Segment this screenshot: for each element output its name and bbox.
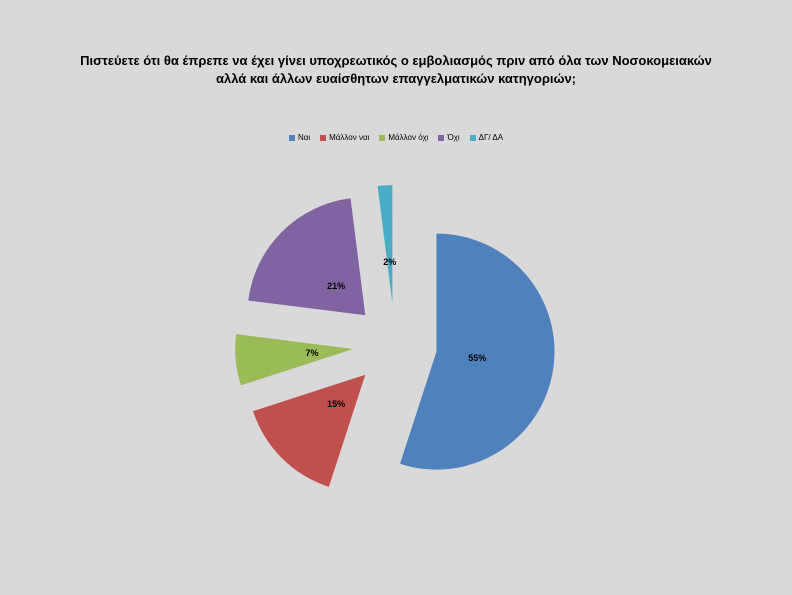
pie-slice xyxy=(253,374,366,487)
legend-label: Ναι xyxy=(297,133,311,142)
pie-slice xyxy=(248,198,366,316)
legend-item-dg-da: ΔΓ/ ΔΑ xyxy=(469,133,504,142)
chart-title-line-1: Πιστεύετε ότι θα έπρεπε να έχει γίνει υπ… xyxy=(80,53,712,68)
chart-legend: Ναι Μάλλον ναι Μάλλον όχι Όχι ΔΓ/ ΔΑ xyxy=(0,133,792,142)
legend-swatch xyxy=(288,134,295,141)
pie-slice-data-label: 7% xyxy=(306,348,319,358)
chart-title-line-2: αλλά και άλλων ευαίσθητων επαγγελματικών… xyxy=(215,71,577,86)
legend-swatch xyxy=(438,134,445,141)
legend-swatch xyxy=(320,134,327,141)
legend-label: ΔΓ/ ΔΑ xyxy=(478,133,504,142)
chart-title: Πιστεύετε ότι θα έπρεπε να έχει γίνει υπ… xyxy=(60,52,732,88)
legend-item-nai: Ναι xyxy=(288,133,311,142)
pie-slice xyxy=(377,185,393,304)
pie-slice xyxy=(235,334,354,386)
legend-item-mallon-nai: Μάλλον ναι xyxy=(320,133,369,142)
pie-slice xyxy=(400,233,555,470)
pie-slice-data-label: 15% xyxy=(327,399,345,409)
legend-swatch xyxy=(379,134,386,141)
pie-slice-data-label: 2% xyxy=(383,257,396,267)
legend-label: Μάλλον ναι xyxy=(329,133,370,142)
legend-item-oxi: Όχι xyxy=(438,133,460,142)
pie-slice-data-label: 55% xyxy=(468,353,486,363)
legend-item-mallon-oxi: Μάλλον όχι xyxy=(379,133,428,142)
legend-label: Όχι xyxy=(447,133,460,142)
pie-slice-data-label: 21% xyxy=(327,281,345,291)
legend-label: Μάλλον όχι xyxy=(388,133,429,142)
legend-swatch xyxy=(469,134,476,141)
